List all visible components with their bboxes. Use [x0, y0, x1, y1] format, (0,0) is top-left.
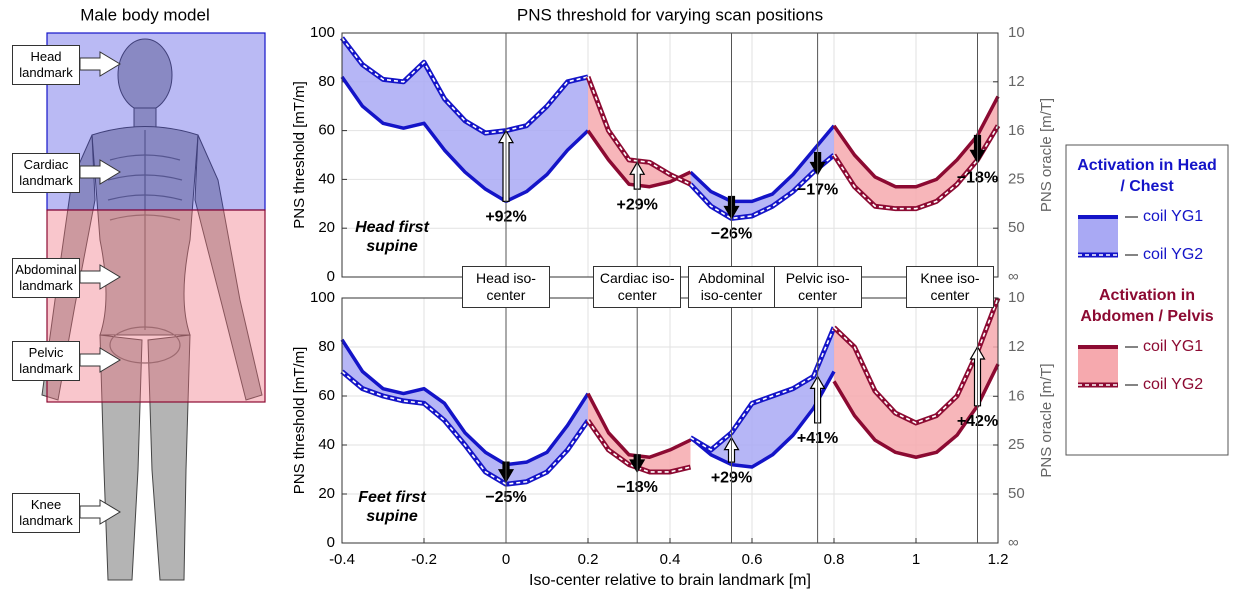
legend-entry: coil YG2 — [1143, 246, 1203, 263]
y-axis-label: PNS threshold [mT/m] — [291, 81, 308, 229]
y-tick-label: 80 — [318, 73, 335, 90]
x-tick-label: 1.2 — [988, 551, 1009, 568]
y2-tick-label: 16 — [1008, 122, 1025, 139]
y2-tick-label: 25 — [1008, 436, 1025, 453]
y2-tick-label: 12 — [1008, 338, 1025, 355]
x-tick-label: -0.4 — [329, 551, 355, 568]
y-tick-label: 100 — [310, 24, 335, 41]
landmark-label: Cardiac landmark — [12, 153, 80, 193]
legend-swatch — [1078, 217, 1118, 255]
x-tick-label: 0 — [502, 551, 510, 568]
series-line — [340, 75, 836, 204]
y-axis-label: PNS threshold [mT/m] — [291, 347, 308, 495]
y-tick-label: 100 — [310, 289, 335, 306]
x-tick-label: 1 — [912, 551, 920, 568]
y2-tick-label: ∞ — [1008, 268, 1019, 285]
y-tick-label: 20 — [318, 219, 335, 236]
iso-center-label: Abdominal iso-center — [687, 266, 776, 308]
band — [588, 76, 691, 187]
region-abdomen-pelvis — [46, 209, 266, 403]
legend-box — [1065, 144, 1229, 456]
panel-caption: Feet first supine — [358, 489, 426, 525]
y-tick-label: 60 — [318, 122, 335, 139]
arrow — [79, 51, 121, 77]
x-tick-label: 0.4 — [660, 551, 681, 568]
y-tick-label: 20 — [318, 485, 335, 502]
y-tick-label: 40 — [318, 436, 335, 453]
band — [690, 125, 834, 219]
x-tick-label: 0.8 — [824, 551, 845, 568]
iso-center-label: Head iso-center — [462, 266, 550, 308]
legend-title: Activation in Abdomen / Pelvis — [1080, 287, 1214, 325]
y2-tick-label: 12 — [1008, 73, 1025, 90]
body-arm-left — [194, 134, 263, 401]
legend-entry: coil YG2 — [1143, 376, 1203, 393]
iso-center-label: Cardiac iso-center — [593, 266, 682, 308]
arrow — [79, 264, 121, 290]
arrow — [79, 499, 121, 525]
landmark-label: Abdominal landmark — [12, 258, 80, 298]
y-tick-label: 60 — [318, 387, 335, 404]
landmark-label: Head landmark — [12, 45, 80, 85]
y-tick-label: 0 — [327, 534, 335, 551]
series-line — [340, 338, 836, 469]
panel-caption: Head first supine — [355, 219, 429, 255]
y2-tick-label: 50 — [1008, 219, 1025, 236]
iso-center-label: Pelvic iso-center — [773, 266, 862, 308]
body-ribs — [107, 130, 183, 364]
band — [834, 298, 998, 458]
series-dash — [587, 76, 999, 210]
band — [342, 37, 588, 202]
legend-title: Activation in Head / Chest — [1077, 157, 1217, 195]
y2-axis-label: PNS oracle [m/T] — [1038, 98, 1055, 212]
x-tick-label: 0.2 — [578, 551, 599, 568]
body-leg-right — [99, 334, 143, 581]
arrow — [79, 347, 121, 373]
y2-tick-label: 16 — [1008, 387, 1025, 404]
arrow — [79, 159, 121, 185]
landmark-label: Knee landmark — [12, 493, 80, 533]
legend-entry: coil YG1 — [1143, 338, 1203, 355]
x-tick-label: -0.2 — [411, 551, 437, 568]
y2-tick-label: 10 — [1008, 24, 1025, 41]
y2-tick-label: 25 — [1008, 170, 1025, 187]
legend-entry: coil YG1 — [1143, 208, 1203, 225]
x-axis-label: Iso-center relative to brain landmark [m… — [529, 572, 811, 589]
x-tick-label: 0.6 — [742, 551, 763, 568]
band — [690, 327, 834, 468]
y2-tick-label: 10 — [1008, 289, 1025, 306]
y-tick-label: 80 — [318, 338, 335, 355]
body-illustration — [41, 38, 263, 581]
y2-axis-label: PNS oracle [m/T] — [1038, 363, 1055, 477]
body-leg-left — [147, 334, 191, 581]
legend-swatch — [1078, 347, 1118, 385]
y-tick-label: 40 — [318, 170, 335, 187]
y-tick-label: 0 — [327, 268, 335, 285]
y2-tick-label: 50 — [1008, 485, 1025, 502]
chart-title: PNS threshold for varying scan positions — [517, 5, 823, 24]
landmark-arrows — [79, 51, 121, 525]
series-dash — [341, 37, 835, 220]
body-title: Male body model — [80, 5, 209, 24]
iso-center-label: Knee iso-center — [906, 266, 994, 308]
landmark-label: Pelvic landmark — [12, 341, 80, 381]
series-dash — [341, 327, 835, 486]
y2-tick-label: ∞ — [1008, 534, 1019, 551]
